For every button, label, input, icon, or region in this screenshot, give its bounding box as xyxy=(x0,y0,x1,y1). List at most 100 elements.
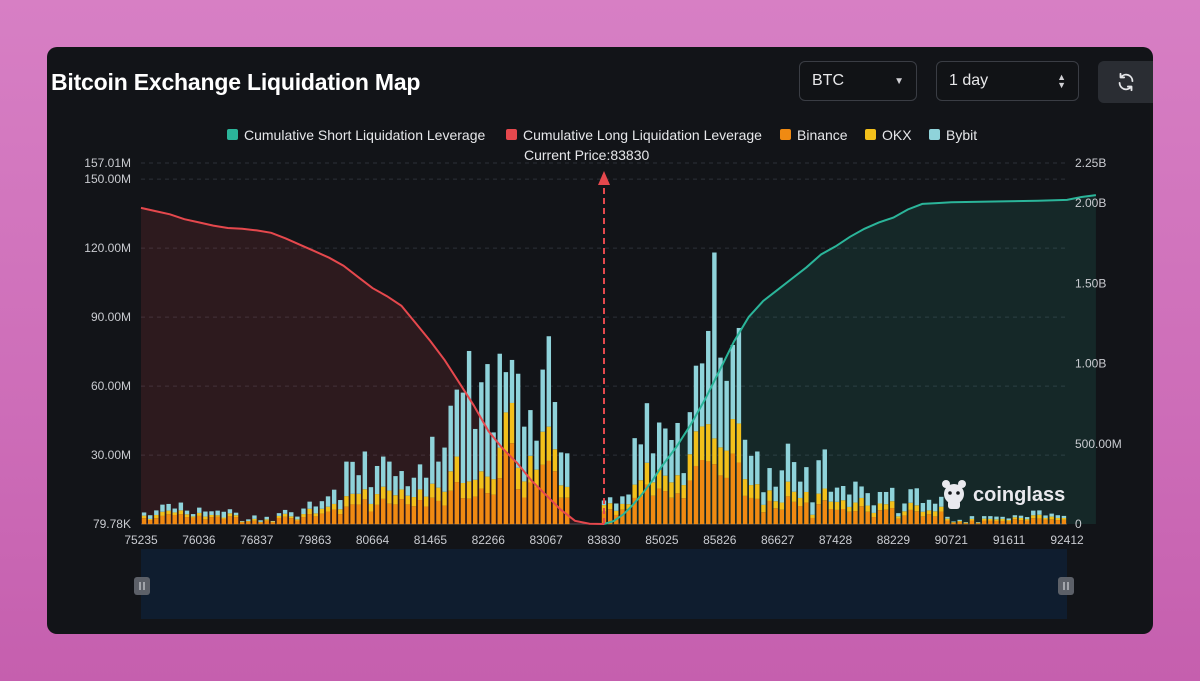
bar-binance xyxy=(663,491,668,525)
legend-item-short_cum[interactable]: Cumulative Short Liquidation Leverage xyxy=(227,127,485,143)
bar-bybit xyxy=(325,496,331,507)
bar-okx xyxy=(982,518,987,521)
bar-binance xyxy=(307,514,312,525)
bar-okx xyxy=(834,501,840,510)
x-tick-label: 92412 xyxy=(1050,533,1084,547)
bar-bybit xyxy=(430,436,435,484)
coin-select[interactable]: BTC ▼ xyxy=(799,61,917,101)
chart-legend: Cumulative Short Liquidation Leverage Cum… xyxy=(227,127,977,143)
bar-bybit xyxy=(246,519,251,521)
bar-binance xyxy=(693,465,699,525)
bar-binance xyxy=(908,509,913,525)
bar-bybit xyxy=(319,501,325,509)
bar-binance xyxy=(896,518,901,525)
bar-okx xyxy=(871,512,877,518)
x-tick-label: 90721 xyxy=(935,533,969,547)
bar-okx xyxy=(387,490,392,504)
bar-okx xyxy=(552,449,558,472)
bar-binance xyxy=(325,511,331,525)
bar-binance xyxy=(565,497,570,525)
range-select[interactable]: 1 day ▲ ▼ xyxy=(936,61,1079,101)
bar-bybit xyxy=(669,439,674,483)
bar-okx xyxy=(816,493,821,505)
bar-okx xyxy=(209,514,214,518)
bar-bybit xyxy=(791,462,797,492)
bar-okx xyxy=(417,489,423,501)
legend-item-bybit[interactable]: Bybit xyxy=(929,127,977,143)
x-tick-label: 75235 xyxy=(124,533,158,547)
bar-bybit xyxy=(485,364,490,477)
bar-bybit xyxy=(663,428,668,476)
bar-binance xyxy=(1024,520,1030,525)
bar-okx xyxy=(154,514,159,519)
y-right-tick-label: 1.50B xyxy=(1075,276,1106,290)
refresh-button[interactable] xyxy=(1098,61,1153,103)
bar-binance xyxy=(252,520,257,525)
bar-okx xyxy=(1049,516,1054,520)
bar-okx xyxy=(227,513,233,517)
up-down-arrows-icon: ▲ ▼ xyxy=(1057,72,1066,90)
bar-okx xyxy=(810,514,815,518)
bar-binance xyxy=(1043,519,1048,525)
bar-binance xyxy=(1012,519,1018,525)
bar-binance xyxy=(669,497,674,525)
bar-okx xyxy=(313,513,318,517)
bar-binance xyxy=(1018,520,1024,525)
x-tick-label: 87428 xyxy=(819,533,853,547)
bar-binance xyxy=(154,518,159,525)
bar-okx xyxy=(755,484,760,499)
bar-okx xyxy=(252,518,257,521)
legend-item-okx[interactable]: OKX xyxy=(865,127,912,143)
bar-bybit xyxy=(681,473,686,486)
bar-okx xyxy=(399,489,404,500)
bar-bybit xyxy=(552,402,558,450)
bar-binance xyxy=(233,517,239,525)
bar-okx xyxy=(669,482,674,498)
bar-binance xyxy=(1061,519,1067,525)
zoom-handle-right[interactable] xyxy=(1058,577,1074,595)
bar-binance xyxy=(926,514,932,525)
bar-bybit xyxy=(644,403,650,463)
bar-okx xyxy=(951,522,956,523)
bar-bybit xyxy=(479,382,484,472)
bar-okx xyxy=(859,497,864,507)
x-tick-label: 82266 xyxy=(472,533,506,547)
bar-bybit xyxy=(528,410,533,456)
bar-binance xyxy=(313,516,318,525)
bar-binance xyxy=(626,509,631,525)
bar-bybit xyxy=(932,503,938,512)
zoom-slider-track[interactable] xyxy=(141,549,1067,619)
bar-binance xyxy=(141,518,147,525)
bar-binance xyxy=(742,495,748,525)
zoom-handle-left[interactable] xyxy=(134,577,150,595)
bar-okx xyxy=(840,500,846,509)
bar-binance xyxy=(699,460,705,525)
legend-item-binance[interactable]: Binance xyxy=(780,127,848,143)
bar-binance xyxy=(767,500,772,525)
bar-okx xyxy=(184,514,190,518)
bar-bybit xyxy=(239,520,245,522)
bar-okx xyxy=(172,512,177,515)
bar-bybit xyxy=(951,521,956,523)
bar-binance xyxy=(779,509,785,525)
bar-okx xyxy=(1012,517,1018,520)
bar-binance xyxy=(460,498,466,525)
bar-okx xyxy=(460,483,466,499)
bar-binance xyxy=(190,517,196,525)
bar-okx xyxy=(761,504,766,513)
bar-binance xyxy=(491,494,496,525)
legend-item-long_cum[interactable]: Cumulative Long Liquidation Leverage xyxy=(506,127,762,143)
bar-bybit xyxy=(147,515,153,519)
bar-okx xyxy=(344,496,349,507)
bar-bybit xyxy=(614,503,619,511)
bar-bybit xyxy=(902,503,907,512)
bar-okx xyxy=(798,497,803,507)
bar-binance xyxy=(197,515,202,525)
bar-bybit xyxy=(1024,517,1030,520)
bar-bybit xyxy=(546,336,552,427)
bar-binance xyxy=(540,464,545,525)
bar-okx xyxy=(411,497,417,507)
zoom-slider[interactable] xyxy=(134,549,1074,619)
bar-bybit xyxy=(890,487,895,502)
bar-binance xyxy=(945,520,950,525)
